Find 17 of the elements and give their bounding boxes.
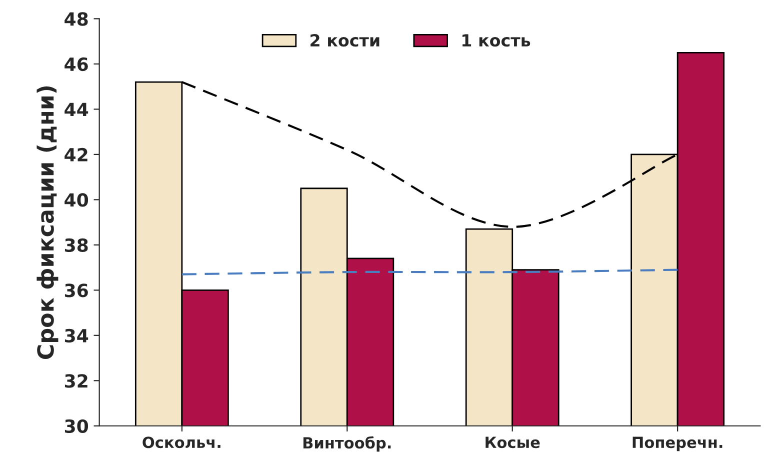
y-tick-label: 36 (64, 284, 88, 298)
y-tick-label: 30 (64, 419, 88, 433)
legend-label: 2 кости (310, 34, 380, 47)
y-tick-label: 44 (64, 102, 88, 116)
x-tick-label: Оскольч. (142, 436, 220, 448)
y-tick-label: 34 (64, 328, 88, 343)
legend-label: 1 кость (462, 34, 530, 47)
y-tick-label: 46 (64, 57, 88, 72)
y-axis-title: Срок фиксации (дни) (36, 86, 58, 360)
x-tick-label: Косые (486, 436, 540, 448)
y-tick-label: 42 (64, 148, 88, 162)
x-tick-label: Винтообр. (303, 436, 391, 452)
y-tick-label: 40 (64, 193, 88, 207)
x-tick-label: Поперечн. (632, 436, 722, 452)
y-tick-label: 32 (64, 374, 88, 388)
y-tick-label: 48 (64, 12, 88, 26)
y-tick-label: 38 (64, 238, 88, 252)
